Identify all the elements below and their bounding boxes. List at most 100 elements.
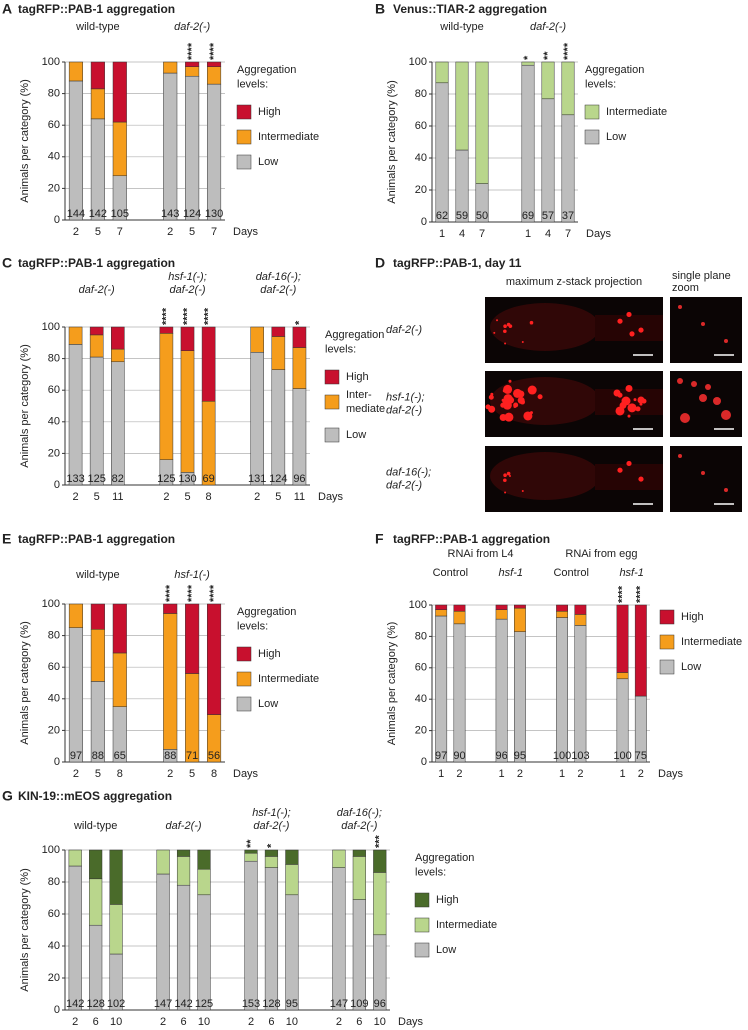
bar-segment xyxy=(206,66,222,85)
x-tick-label: 2 xyxy=(336,1016,342,1028)
y-tick-label: 60 xyxy=(415,662,427,674)
x-tick-label: 5 xyxy=(184,491,190,503)
bar-segment xyxy=(285,849,299,865)
group-label: hsf-1(-) xyxy=(174,569,210,581)
text-line: Aggregation xyxy=(585,64,644,76)
bar-segment xyxy=(541,61,555,100)
legend-title: Aggregation levels: xyxy=(325,329,384,355)
fluorescence-spot xyxy=(529,320,534,325)
bar-segment xyxy=(574,625,587,763)
panel-title: tagRFP::PAB-1 aggregation xyxy=(18,256,175,270)
fluorescence-spot xyxy=(488,394,494,400)
significance: **** xyxy=(208,42,220,60)
y-axis-label: Animals per category (%) xyxy=(19,621,31,745)
y-tick-label: 100 xyxy=(42,321,60,333)
text-line: levels: xyxy=(237,78,268,90)
legend-label: Intermediate xyxy=(258,131,319,143)
text-line: daf-16(-); xyxy=(337,807,382,819)
text-line: levels: xyxy=(237,620,268,632)
bar-segment xyxy=(574,604,587,615)
y-tick-label: 20 xyxy=(48,972,60,984)
bar-segment xyxy=(264,867,279,1011)
panel-title: tagRFP::PAB-1 aggregation xyxy=(393,532,550,546)
bar-segment xyxy=(271,326,286,337)
text-line: single plane xyxy=(672,270,731,282)
text-line: hsf-1(-); xyxy=(386,391,425,403)
text-line: hsf-1(-); xyxy=(252,807,291,819)
x-tick-label: 2 xyxy=(73,226,79,238)
fluorescence-spot xyxy=(626,460,632,467)
fluorescence-spot xyxy=(506,397,512,403)
bar-segment xyxy=(185,75,200,221)
fluorescence-spot xyxy=(617,467,623,473)
fluorescence-spot xyxy=(638,327,644,333)
bar-segment xyxy=(185,66,200,77)
zoom-spot xyxy=(724,339,728,343)
bar-segment xyxy=(112,603,127,654)
fluorescence-spot xyxy=(513,388,523,398)
zoom-spot xyxy=(699,394,707,402)
fluorescence-spot xyxy=(627,414,631,418)
legend-label: High xyxy=(346,371,369,383)
bar-segment xyxy=(634,604,647,697)
bar-segment xyxy=(292,388,307,486)
panel-title: Venus::TIAR-2 aggregation xyxy=(393,2,547,16)
column-label: single plane zoom xyxy=(672,270,731,294)
bar-segment xyxy=(89,326,104,336)
bar-segment xyxy=(176,856,191,886)
zoom-spot xyxy=(713,397,721,405)
legend-swatch xyxy=(324,394,340,410)
bar-count-label: 130 xyxy=(178,473,196,485)
bar-segment xyxy=(176,884,191,1011)
group-label: daf-2(-) xyxy=(174,21,210,33)
bar-segment xyxy=(201,326,216,402)
bar-segment xyxy=(271,369,286,486)
worm-body xyxy=(490,452,600,500)
text-line: daf-16(-); xyxy=(256,271,301,283)
x-tick-label: 2 xyxy=(456,768,462,780)
fluorescence-spot xyxy=(504,491,507,494)
bar-count-label: 125 xyxy=(195,998,213,1010)
significance: **** xyxy=(186,584,198,602)
bar-segment xyxy=(68,344,83,486)
legend-swatch xyxy=(324,369,340,385)
group-label: daf-2(-) xyxy=(530,21,566,33)
x-tick-label: 4 xyxy=(545,228,551,240)
bar-segment xyxy=(352,899,366,1011)
bar-segment xyxy=(68,849,82,867)
bar-count-label: 95 xyxy=(286,998,298,1010)
x-tick-label: 6 xyxy=(180,1016,186,1028)
legend-swatch xyxy=(236,104,252,120)
x-tick-label: 5 xyxy=(95,226,101,238)
zoom-spot xyxy=(724,488,728,492)
bar-segment xyxy=(453,623,466,763)
bar-segment xyxy=(453,611,466,625)
bar-segment xyxy=(68,326,83,345)
x-tick-label: 6 xyxy=(268,1016,274,1028)
worm-body xyxy=(490,303,600,351)
bar-count-label: 82 xyxy=(112,473,124,485)
bar-count-label: 69 xyxy=(522,210,534,222)
bar-segment xyxy=(176,849,191,857)
bar-segment xyxy=(197,849,211,870)
fluorescence-spot xyxy=(488,405,496,413)
y-tick-label: 20 xyxy=(48,724,60,736)
legend-label: Low xyxy=(606,131,626,143)
panel-letter: D xyxy=(375,255,385,271)
bar-count-label: 143 xyxy=(161,208,179,220)
bar-count-label: 128 xyxy=(262,998,280,1010)
fluorescence-spot xyxy=(503,329,507,334)
bar-segment xyxy=(90,603,105,630)
bar-count-label: 102 xyxy=(107,998,125,1010)
y-tick-label: 60 xyxy=(48,119,60,131)
fluorescence-spot xyxy=(627,403,637,413)
text-line: levels: xyxy=(325,343,356,355)
x-tick-label: 5 xyxy=(189,226,195,238)
bar-segment xyxy=(616,672,629,680)
y-tick-label: 80 xyxy=(415,630,427,642)
text-line: hsf-1(-); xyxy=(168,271,207,283)
bar-segment xyxy=(292,347,307,389)
panel-letter: B xyxy=(375,1,385,17)
legend-swatch xyxy=(324,427,340,443)
legend-swatch xyxy=(584,104,600,120)
